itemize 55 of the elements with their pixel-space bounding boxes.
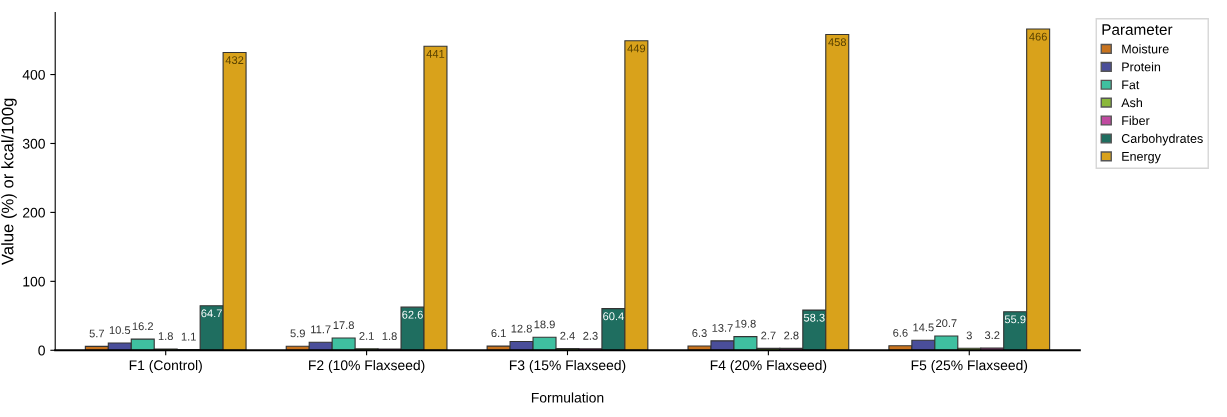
legend-label: Ash (1121, 97, 1142, 108)
data-label: 11.7 (311, 325, 331, 334)
y-axis-title: Value (%) or kcal/100g (1, 98, 17, 265)
x-tick-label: F2 (10% Flaxseed) (309, 360, 425, 373)
legend-label: Moisture (1122, 44, 1169, 54)
y-tick-label: 200 (23, 207, 45, 218)
data-label: 6.1 (491, 329, 506, 338)
data-label: 466 (1029, 32, 1047, 41)
data-label: 2.4 (560, 331, 575, 340)
data-label: 5.9 (290, 329, 305, 338)
data-label: 5.7 (89, 329, 104, 338)
data-label: 6.3 (692, 329, 707, 337)
x-tick-label: F3 (15% Flaxseed) (509, 360, 626, 373)
data-label: 1.8 (158, 332, 173, 341)
y-tick-label: 100 (23, 276, 45, 287)
x-axis-title: Formulation (531, 392, 604, 403)
data-label: 12.8 (511, 324, 532, 333)
data-label: 62.6 (402, 310, 423, 319)
data-label: 449 (627, 44, 646, 53)
data-label: 19.8 (735, 319, 756, 328)
data-label: 18.9 (534, 320, 555, 329)
data-label: 64.7 (201, 309, 222, 318)
x-tick-label: F4 (20% Flaxseed) (710, 360, 827, 373)
legend-title: Parameter (1102, 24, 1173, 35)
data-label: 2.8 (784, 331, 799, 340)
data-label: 2.7 (761, 331, 776, 340)
y-tick-label: 0 (38, 345, 45, 356)
legend-label: Protein (1122, 62, 1161, 72)
data-label: 2.3 (583, 331, 598, 340)
legend-label: Fat (1122, 80, 1140, 90)
y-tick-label: 300 (22, 138, 45, 149)
x-tick-label: F5 (25% Flaxseed) (911, 360, 1028, 373)
data-label: 58.3 (803, 313, 825, 322)
y-tick-label: 400 (22, 69, 45, 80)
data-label: 60.4 (603, 312, 624, 321)
legend-label: Energy (1122, 152, 1161, 164)
data-label: 1.8 (382, 332, 397, 341)
data-label: 2.1 (359, 332, 374, 340)
legend-label: Carbohydrates (1121, 133, 1203, 146)
data-label: 16.2 (132, 322, 153, 331)
data-label: 3 (966, 331, 972, 340)
data-label: 441 (426, 50, 445, 58)
legend-label: Fiber (1122, 115, 1150, 126)
data-label: 3.2 (984, 331, 1000, 340)
data-label: 55.9 (1004, 315, 1026, 324)
data-label: 458 (828, 38, 847, 47)
data-label: 13.7 (712, 324, 733, 332)
data-label: 6.6 (893, 328, 908, 337)
data-label: 20.7 (936, 319, 957, 328)
data-label: 1.1 (181, 332, 196, 341)
data-label: 10.5 (109, 326, 131, 335)
data-label: 14.5 (913, 323, 934, 332)
x-tick-label: F1 (Control) (129, 360, 202, 373)
data-label: 432 (225, 56, 244, 65)
data-label: 17.8 (333, 321, 354, 330)
